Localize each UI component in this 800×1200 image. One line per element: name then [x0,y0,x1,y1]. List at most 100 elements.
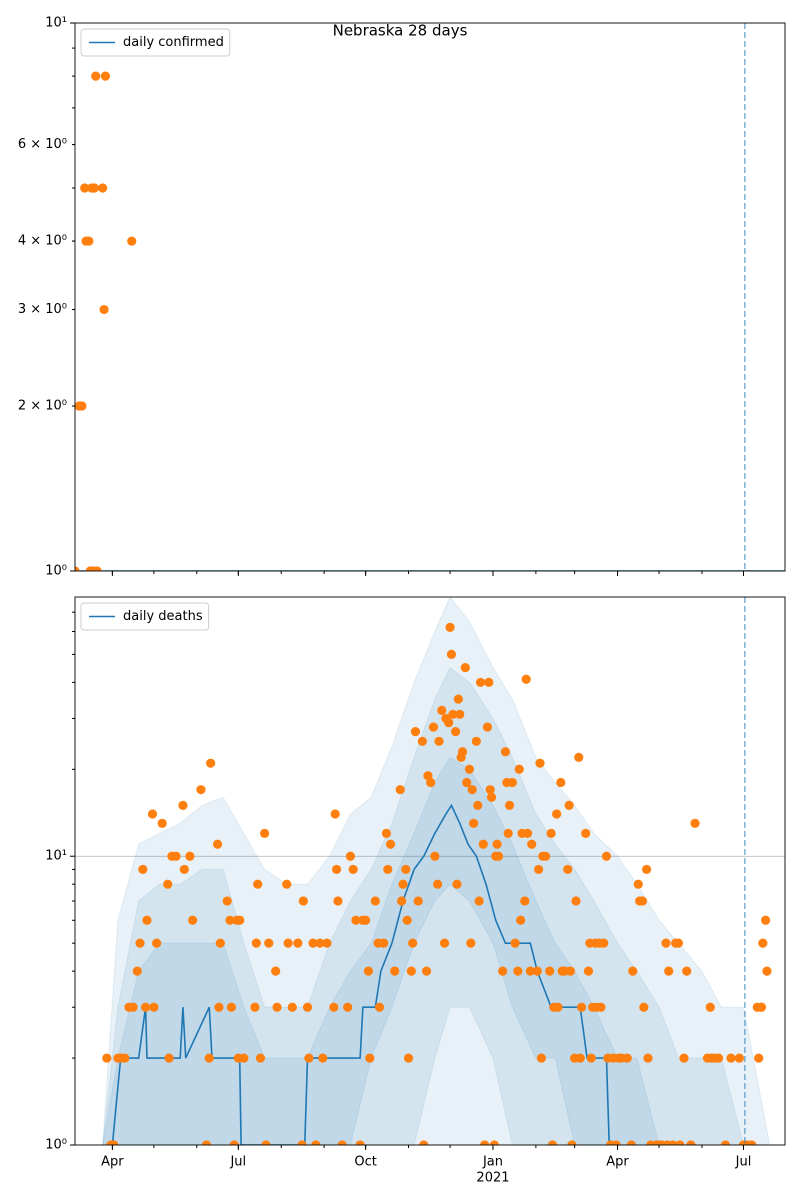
plot-area [75,597,785,1145]
series-line [111,803,611,1145]
scatter-point [214,1002,224,1012]
scatter-point [641,864,652,875]
scatter-point [147,809,158,819]
scatter-point [457,747,468,757]
scatter-point [235,915,245,925]
scatter-point [480,1140,490,1145]
scatter-point [413,896,423,906]
scatter-point [596,1002,606,1012]
scatter-point [664,966,674,976]
scatter-point [453,694,463,704]
scatter-point [643,1053,653,1063]
scatter-point [337,1140,347,1145]
scatter-point [535,758,545,768]
scatter-point [293,938,303,948]
scatter-point [196,785,206,795]
plot-area [75,23,785,571]
scatter-point [462,777,472,788]
band [102,756,770,1145]
scatter-point [385,839,396,849]
y-tick-label: 10¹ [45,849,67,864]
y-tick-label: 10⁰ [45,1138,67,1153]
scatter-point [445,622,455,632]
scatter-point [311,1140,321,1145]
scatter-point [500,747,511,757]
scatter-point [586,1053,596,1063]
scatter-point [455,709,465,719]
legend-label: daily confirmed [123,35,224,50]
y-tick-label: 10¹ [45,16,67,31]
scatter-point [330,809,340,819]
scatter-point [552,809,562,819]
scatter-point [690,818,700,828]
scatter-point [576,1002,587,1012]
scatter-point [498,966,508,976]
scatter-point [467,785,477,795]
scatter-point [128,1002,138,1012]
scatter-point [361,915,371,925]
y-tick-label: 2 × 10⁰ [18,399,67,414]
scatter-point [451,727,461,737]
scatter-point [758,938,768,948]
scatter-point [536,1053,547,1063]
scatter-point [720,1140,731,1145]
scatter-point [473,800,483,810]
scatter-point [204,1053,214,1063]
x-tick-label: Apr [606,1155,629,1170]
scatter-point [188,915,198,925]
scatter-point [419,1140,429,1145]
scatter-point [308,938,318,948]
scatter-point [250,1002,260,1012]
scatter-point [363,966,374,976]
scatter-point [365,1053,375,1063]
scatter-point [439,938,450,948]
scatter-point [421,966,432,976]
scatter-point [516,915,526,925]
scatter-point [599,938,609,948]
scatter-point [206,758,216,768]
scatter-point [574,752,584,762]
x-tick-sublabel: 2021 [476,1171,509,1186]
scatter-point [163,879,173,889]
scatter-point [545,966,555,976]
scatter-point [348,864,358,875]
scatter-point [575,1053,585,1063]
legend-label: daily deaths [123,609,203,624]
scatter-point [98,183,108,193]
legend-box [80,602,210,631]
scatter-point [460,662,470,673]
legend-box [80,28,231,57]
scatter-point [179,864,189,875]
scatter-point [571,896,581,906]
scatter-point [417,736,427,746]
scatter-point [297,1140,307,1145]
scatter-point [212,839,223,849]
scatter-point [448,709,458,719]
scatter-point [474,896,484,906]
scatter-point [225,915,235,925]
x-tick-label: Jul [735,1155,752,1170]
scatter-point [164,1053,174,1063]
scatter-point [201,1140,212,1145]
x-tick-label: Oct [354,1155,376,1170]
scatter-point [383,864,393,875]
scatter-point [120,1053,130,1063]
scatter-point [135,938,145,948]
scatter-point [668,1140,678,1145]
scatter-point [639,1002,649,1012]
scatter-point [661,938,671,948]
scatter-point [471,736,481,746]
scatter-point [395,785,405,795]
scatter-point [333,896,343,906]
scatter-point [302,1002,313,1012]
scatter-point [127,236,137,246]
scatter-point [433,879,443,889]
scatter-point [534,864,544,875]
scatter-point [264,938,274,948]
scatter-point [304,1053,314,1063]
scatter-point [260,828,270,838]
scatter-point [734,1053,744,1063]
scatter-point [532,966,542,976]
scatter-point [140,1002,151,1012]
